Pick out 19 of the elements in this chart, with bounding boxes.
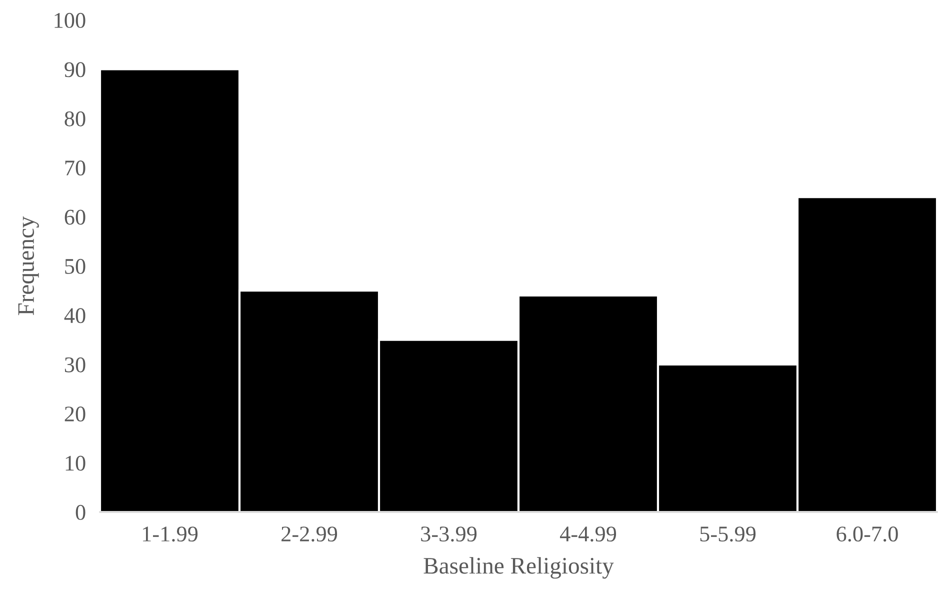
y-tick-label: 30 bbox=[64, 357, 86, 372]
x-tick-label: 5-5.99 bbox=[700, 526, 756, 542]
y-tick-label: 70 bbox=[65, 160, 86, 176]
y-tick-label: 10 bbox=[66, 456, 86, 471]
y-tick-label: 40 bbox=[64, 308, 86, 324]
y-tick-label: 50 bbox=[65, 258, 86, 274]
x-tick-label: 6.0-7.0 bbox=[836, 526, 898, 542]
x-tick-label: 3-3.99 bbox=[421, 526, 477, 542]
y-tick-label: 90 bbox=[64, 62, 86, 78]
x-tick-label: 1-1.99 bbox=[143, 526, 198, 542]
y-tick-label: 20 bbox=[64, 406, 86, 422]
y-tick-label: 100 bbox=[54, 12, 86, 28]
x-axis-title: Baseline Religiosity bbox=[424, 557, 614, 579]
y-tick-label: 60 bbox=[64, 210, 86, 225]
y-tick-label: 80 bbox=[64, 111, 86, 126]
y-tick-label: 0 bbox=[76, 504, 86, 520]
x-tick-label: 4-4.99 bbox=[560, 526, 616, 542]
y-axis-title: Frequency bbox=[18, 216, 39, 316]
x-tick-label: 2-2.99 bbox=[282, 526, 338, 542]
